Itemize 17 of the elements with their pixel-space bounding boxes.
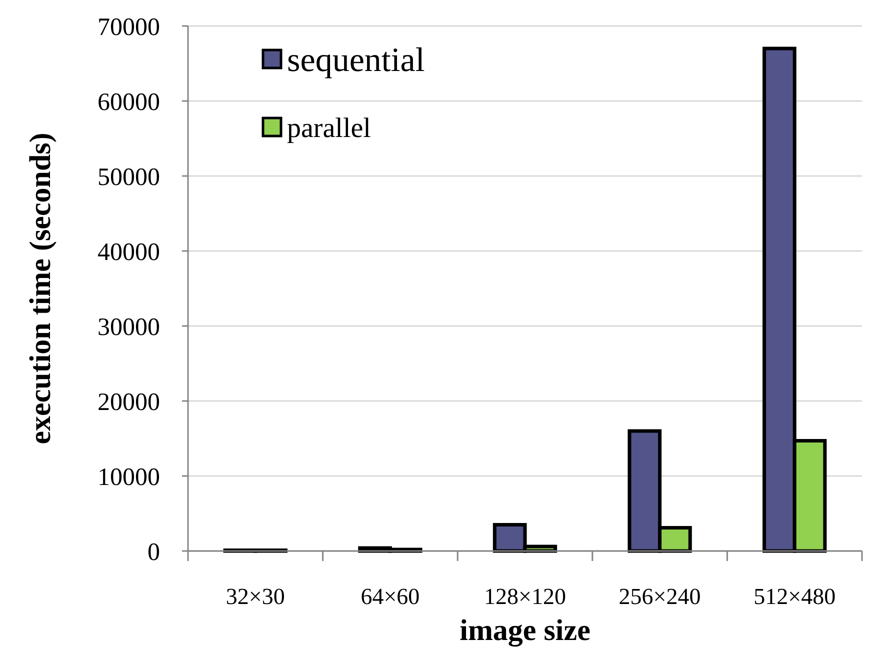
y-tick-label: 20000 [98, 388, 160, 416]
legend-label: parallel [287, 112, 372, 144]
x-tick-label: 64×60 [360, 584, 420, 609]
x-tick-label: 32×30 [226, 584, 285, 609]
y-tick-label: 40000 [98, 238, 160, 266]
x-tick-label: 128×120 [484, 584, 566, 609]
x-axis-title: image size [460, 614, 590, 647]
legend-label: sequential [287, 42, 425, 79]
y-tick-label: 60000 [98, 88, 160, 116]
y-tick-label: 70000 [98, 14, 160, 41]
y-tick-label: 30000 [98, 314, 160, 341]
y-tick-label: 10000 [98, 464, 160, 491]
y-tick-label: 50000 [98, 164, 160, 191]
y-tick-label: 0 [148, 538, 160, 566]
x-tick-label: 512×480 [754, 584, 836, 609]
x-tick-label: 256×240 [618, 584, 701, 609]
y-axis-title: execution time (seconds) [24, 132, 57, 444]
